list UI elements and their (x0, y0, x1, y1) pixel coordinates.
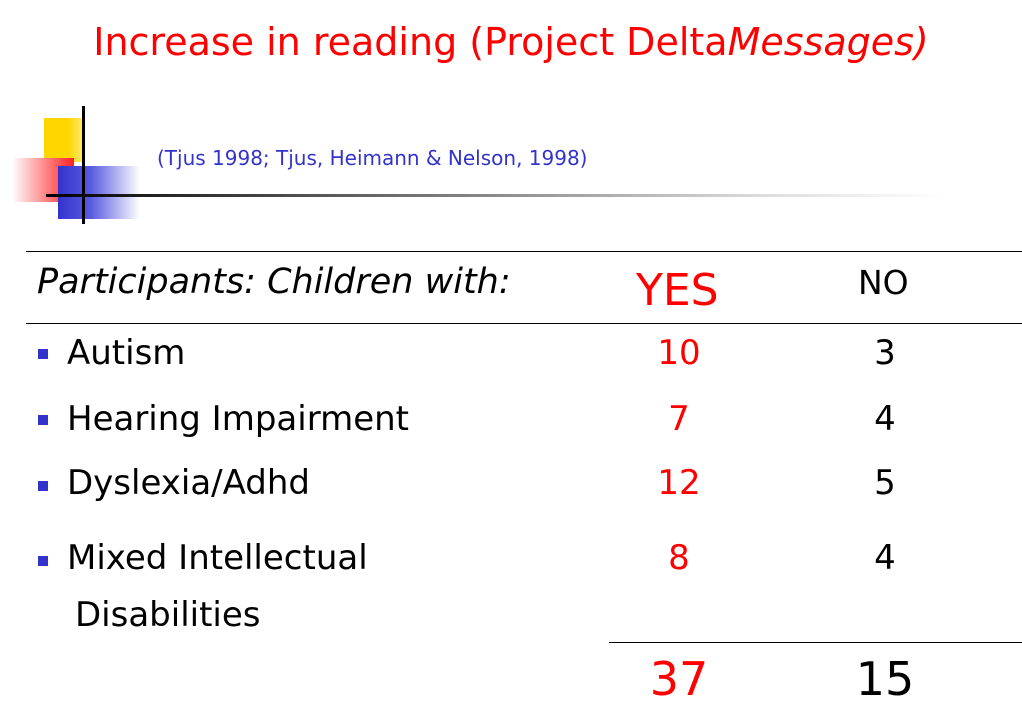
bullet-icon (38, 556, 48, 566)
total-no: 15 (855, 652, 915, 706)
no-value-autism: 3 (874, 333, 896, 373)
row-label-hearing: Hearing Impairment (67, 399, 409, 439)
header-yes: YES (636, 265, 719, 316)
row-label-dyslexia: Dyslexia/Adhd (67, 463, 311, 503)
bullet-icon (38, 415, 48, 425)
yes-value-autism: 10 (657, 333, 701, 373)
no-value-hearing: 4 (874, 399, 896, 439)
no-value-mixed: 4 (874, 538, 896, 578)
yes-value-hearing: 7 (668, 399, 690, 439)
row-label-mixed-cont: Disabilities (75, 595, 261, 635)
table-top-rule (26, 251, 1022, 252)
bullet-icon (38, 481, 48, 491)
title-main: Increase in reading (Project Delta (93, 20, 728, 64)
horizontal-line-decoration (46, 194, 946, 197)
no-value-dyslexia: 5 (874, 463, 896, 503)
blue-square-decoration (58, 166, 140, 219)
title-italic: Messages) (727, 20, 929, 64)
yes-value-mixed: 8 (668, 538, 690, 578)
bullet-icon (38, 349, 48, 359)
table-header-rule (26, 323, 1022, 324)
totals-rule (609, 642, 1022, 643)
citation: (Tjus 1998; Tjus, Heimann & Nelson, 1998… (157, 146, 588, 170)
vertical-line-decoration (82, 106, 85, 224)
slide-title: Increase in reading (Project DeltaMessag… (0, 16, 1022, 68)
total-yes: 37 (649, 652, 709, 706)
yellow-square-decoration (44, 118, 84, 162)
row-label-autism: Autism (67, 333, 186, 373)
header-no: NO (858, 263, 909, 302)
row-label-mixed: Mixed Intellectual (67, 538, 368, 578)
header-participants: Participants: Children with: (37, 262, 511, 302)
yes-value-dyslexia: 12 (657, 463, 701, 503)
